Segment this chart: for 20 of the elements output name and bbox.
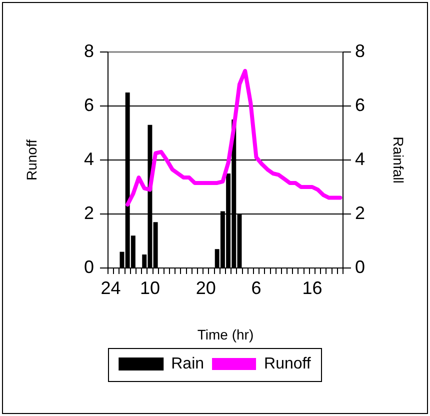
y2-axis-title: Rainfall	[390, 136, 407, 184]
y2-tick-label: 0	[355, 256, 366, 277]
x-tick-label: 10	[140, 278, 160, 298]
y2-tick-label: 2	[355, 202, 366, 223]
legend-label: Rain	[171, 355, 204, 372]
y-tick-label: 4	[84, 148, 94, 169]
x-tick-label: 24	[100, 278, 121, 298]
y2-tick-label: 4	[355, 148, 366, 169]
x-tick-label: 20	[196, 278, 216, 298]
x-tick-label: 6	[251, 278, 262, 298]
x-axis-title: Time (hr)	[197, 326, 254, 342]
y2-tick-label: 8	[355, 40, 366, 61]
y2-tick-label: 6	[355, 94, 366, 115]
y-tick-label: 2	[84, 202, 94, 223]
x-tick-label: 16	[302, 278, 322, 298]
y-tick-label: 0	[84, 256, 94, 277]
y-axis-title: Runoff	[23, 139, 40, 180]
legend-label: Runoff	[264, 355, 312, 372]
y-tick-label: 8	[84, 40, 94, 61]
y-tick-label: 6	[84, 94, 94, 115]
